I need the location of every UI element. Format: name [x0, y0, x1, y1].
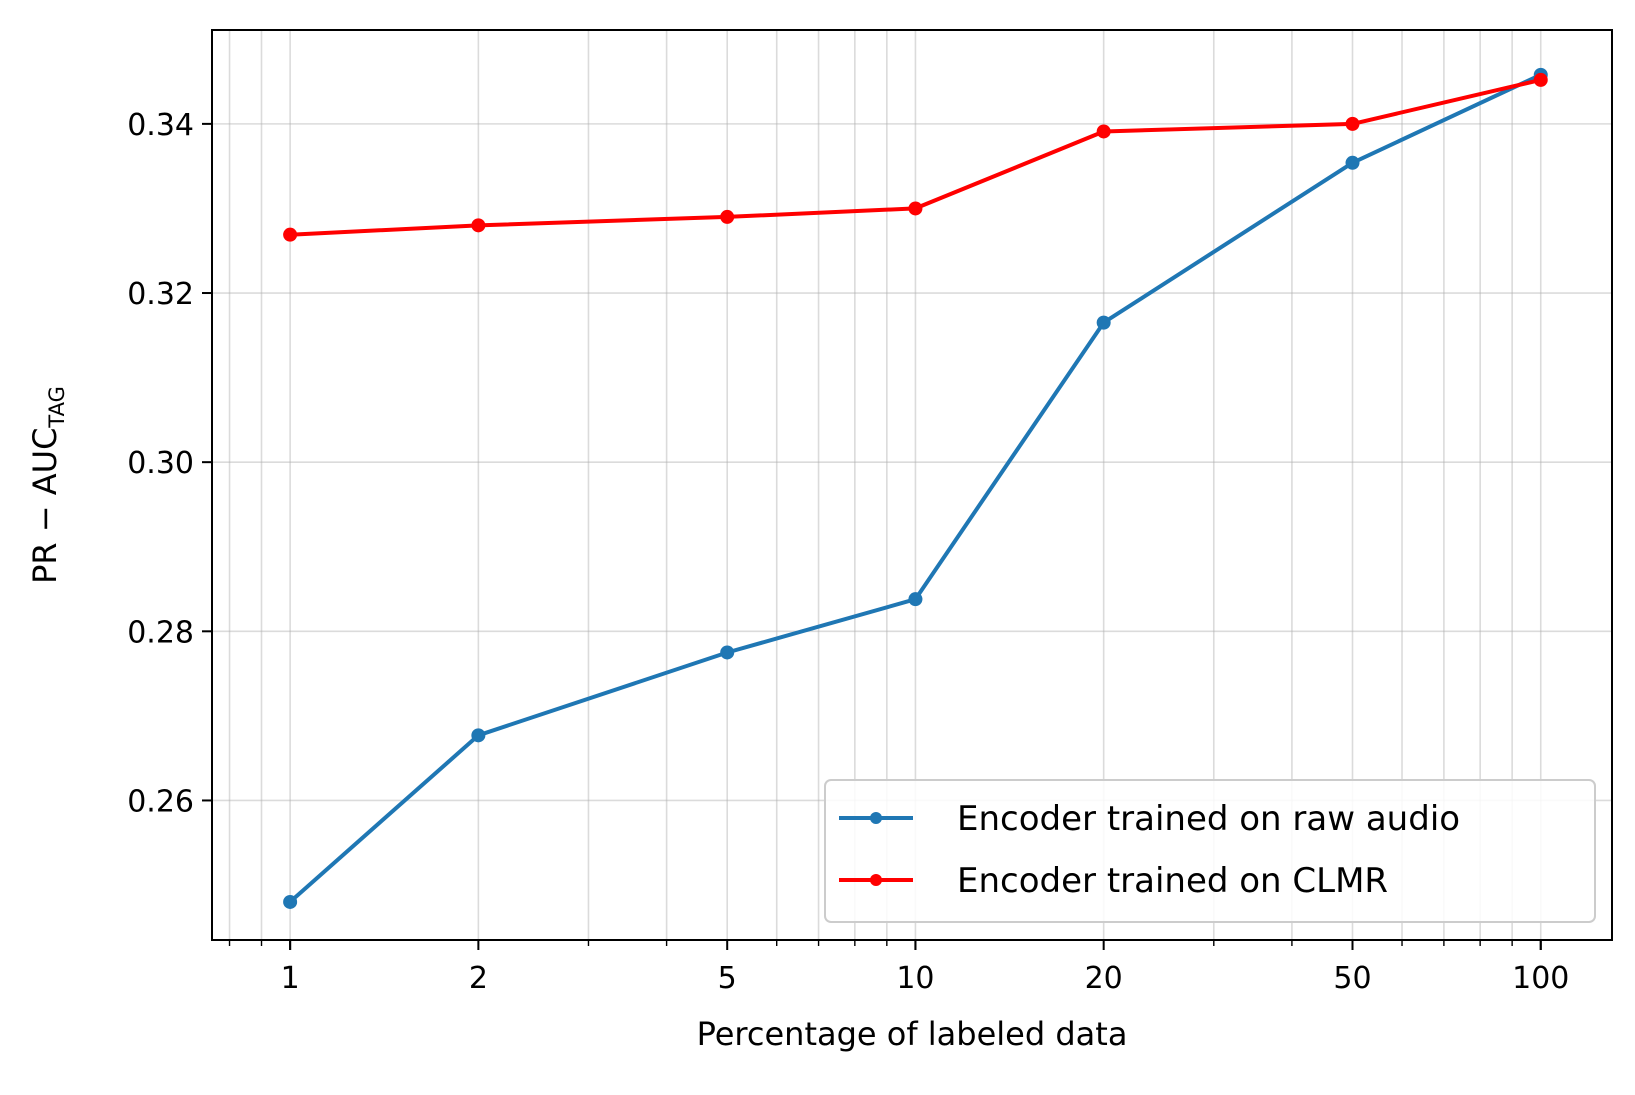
data-point — [283, 894, 298, 909]
series-raw-audio — [283, 67, 1548, 909]
series-layer — [283, 67, 1548, 909]
legend-box — [824, 779, 1596, 923]
y-tick-label: 0.34 — [127, 108, 194, 143]
x-axis-ticks: 1 2 5 10 20 50 100 — [228, 940, 1569, 996]
legend-entry-clmr: Encoder trained on CLMR — [839, 861, 1388, 901]
data-point — [1096, 124, 1111, 139]
y-axis-ticks: 0.26 0.28 0.30 0.32 0.34 — [127, 108, 212, 819]
y-axis-title-main: PR − AUC — [26, 428, 64, 584]
x-tick-label: 50 — [1333, 961, 1371, 996]
x-tick-label: 10 — [896, 961, 934, 996]
data-point — [1345, 116, 1360, 131]
y-axis-title: PR − AUCTAG — [26, 386, 69, 584]
y-tick-label: 0.32 — [127, 277, 194, 312]
legend-swatch-marker — [870, 812, 882, 824]
data-point — [1533, 72, 1548, 87]
data-point — [908, 201, 923, 216]
y-tick-label: 0.30 — [127, 446, 194, 481]
data-point — [908, 592, 923, 607]
data-point — [1096, 315, 1111, 330]
legend-entry-raw-audio: Encoder trained on raw audio — [839, 799, 1460, 839]
legend-swatch-marker — [870, 874, 882, 886]
x-tick-label: 20 — [1085, 961, 1123, 996]
series-clmr — [283, 72, 1548, 242]
legend: Encoder trained on raw audio Encoder tra… — [824, 779, 1596, 923]
legend-label: Encoder trained on raw audio — [957, 799, 1460, 839]
data-point — [1345, 155, 1360, 170]
x-tick-label: 5 — [718, 961, 737, 996]
data-point — [471, 728, 486, 743]
data-point — [720, 209, 735, 224]
legend-label: Encoder trained on CLMR — [957, 861, 1388, 901]
y-tick-label: 0.26 — [127, 784, 194, 819]
x-axis-title: Percentage of labeled data — [697, 1015, 1128, 1053]
data-point — [283, 227, 298, 242]
y-tick-label: 0.28 — [127, 615, 194, 650]
data-point — [471, 218, 486, 233]
data-point — [720, 645, 735, 660]
x-tick-label: 1 — [281, 961, 300, 996]
x-tick-label: 2 — [469, 961, 488, 996]
plot-frame — [211, 29, 1613, 941]
x-tick-label: 100 — [1512, 961, 1569, 996]
y-axis-title-subscript: TAG — [45, 386, 69, 428]
